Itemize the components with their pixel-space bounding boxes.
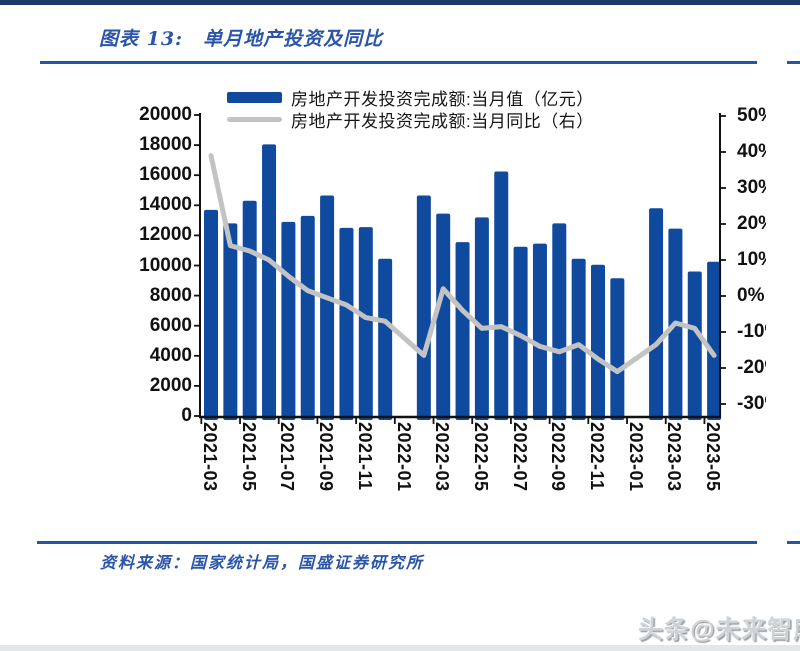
y-axis-label: 0 — [181, 405, 192, 426]
footer-divider — [37, 541, 757, 544]
y-axis-label: 2000 — [149, 374, 192, 396]
y-axis-label: 16000 — [139, 164, 192, 186]
bar-2022-03 — [436, 213, 451, 420]
legend: 房地产开发投资完成额:当月值（亿元） 房地产开发投资完成额:当月同比（右） — [227, 86, 594, 131]
bar-2022-05 — [474, 217, 489, 420]
x-axis-label: 2023-05 — [703, 422, 724, 492]
bar-2022-12 — [610, 278, 625, 420]
legend-bar-label: 房地产开发投资完成额:当月值（亿元） — [291, 89, 594, 109]
y2-axis-label: 40% — [737, 141, 766, 162]
bar-2021-06 — [262, 144, 277, 420]
x-axis-label: 2023-01 — [625, 422, 646, 492]
top-accent-bar — [0, 0, 800, 5]
x-axis-label: 2021-05 — [238, 422, 259, 492]
chart-title: 图表 13: 单月地产投资及同比 — [99, 24, 383, 51]
right-axis-labels: 50% 40% 30% 20% 10% 0% -10% -20% -30% — [737, 0, 766, 560]
x-axis-label: 2022-05 — [470, 422, 491, 492]
legend-item-line: 房地产开发投资完成额:当月同比（右） — [227, 108, 594, 131]
line-swatch-icon — [227, 116, 282, 122]
title-divider-fragment — [787, 61, 800, 64]
y-axis-label: 10000 — [139, 254, 192, 276]
bar-2021-08 — [300, 215, 315, 420]
x-axis-label: 2022-07 — [509, 422, 530, 492]
chart-title-text: 单月地产投资及同比 — [203, 28, 384, 50]
source-note: 资料来源：国家统计局，国盛证券研究所 — [100, 553, 425, 572]
y-axis-label: 14000 — [139, 194, 192, 216]
legend-item-bar: 房地产开发投资完成额:当月值（亿元） — [227, 86, 594, 109]
x-axis-label: 2023-03 — [664, 422, 685, 492]
bar-2022-10 — [571, 258, 586, 420]
x-axis-label: 2022-03 — [432, 422, 453, 492]
footer-divider-fragment — [787, 541, 800, 544]
bar-2022-08 — [532, 243, 547, 420]
y2-axis-label: 30% — [737, 177, 766, 198]
bar-2021-07 — [281, 221, 296, 420]
bar-2022-11 — [591, 264, 605, 420]
x-axis-label: 2022-09 — [548, 422, 569, 492]
bar-2022-02 — [416, 195, 431, 420]
bar-2021-09 — [320, 195, 335, 420]
y2-axis-label: 0% — [737, 285, 765, 306]
y2-axis-label: -20% — [737, 357, 766, 378]
bar-2021-12 — [378, 258, 393, 420]
y2-axis-label: -30% — [737, 393, 766, 414]
y2-axis-label: 20% — [737, 213, 766, 234]
bar-2022-06 — [494, 171, 509, 420]
bar-2021-04 — [223, 223, 238, 420]
bar-2023-05 — [707, 261, 722, 420]
x-axis-label: 2021-11 — [354, 422, 375, 491]
chart-number-label: 图表 13: — [99, 28, 184, 50]
x-axis-label: 2021-07 — [277, 422, 298, 492]
watermark: 头条@未来智库 — [638, 616, 800, 644]
bar-2021-11 — [358, 227, 373, 420]
x-axis-label: 2022-01 — [393, 422, 414, 492]
bar-2021-03 — [204, 209, 218, 420]
bottom-strip — [0, 645, 800, 651]
bar-2022-04 — [455, 242, 470, 420]
legend-line-label: 房地产开发投资完成额:当月同比（右） — [291, 111, 594, 131]
bar-2023-04 — [687, 271, 702, 420]
y-axis-label: 18000 — [139, 134, 192, 156]
title-divider — [40, 61, 757, 64]
x-axis-label: 2022-11 — [587, 422, 607, 491]
y-axis-label: 8000 — [149, 284, 192, 306]
y-axis-label: 4000 — [149, 344, 192, 366]
y-axis-label: 12000 — [139, 224, 192, 246]
x-axis-label: 2021-03 — [200, 422, 220, 492]
y2-axis-label: 10% — [737, 249, 766, 270]
bar-2021-05 — [242, 200, 257, 420]
y2-axis-label: 50% — [737, 105, 766, 126]
bar-2023-02 — [649, 208, 664, 420]
y-axis-label: 6000 — [149, 314, 192, 336]
x-axis-label: 2021-09 — [316, 422, 337, 492]
bar-swatch-icon — [227, 91, 282, 103]
bar-2021-10 — [339, 227, 354, 420]
yoy-line — [208, 153, 717, 375]
y2-axis-label: -10% — [737, 321, 766, 342]
y-axis-label: 20000 — [139, 104, 192, 125]
bar-2022-09 — [552, 223, 567, 420]
